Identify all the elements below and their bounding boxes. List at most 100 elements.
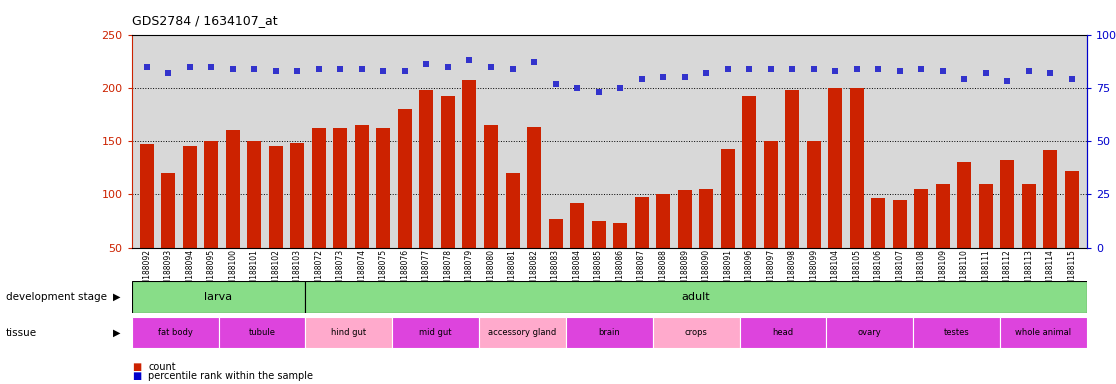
Text: mid gut: mid gut — [420, 328, 452, 337]
Point — [181, 63, 199, 70]
Bar — [306, 317, 392, 348]
Bar — [527, 127, 541, 248]
Point — [417, 61, 435, 68]
Point — [310, 66, 328, 72]
Bar — [1000, 317, 1087, 348]
Text: tissue: tissue — [6, 328, 37, 338]
Point — [955, 76, 973, 83]
Bar — [913, 317, 1000, 348]
Bar — [979, 184, 993, 248]
Point — [654, 74, 672, 80]
Bar — [132, 281, 306, 313]
Bar — [1065, 171, 1079, 248]
Bar — [376, 128, 391, 248]
Bar — [591, 221, 606, 248]
Point — [783, 66, 801, 72]
Text: percentile rank within the sample: percentile rank within the sample — [148, 371, 314, 381]
Point — [848, 66, 866, 72]
Bar — [420, 90, 433, 248]
Text: accessory gland: accessory gland — [489, 328, 557, 337]
Text: fat body: fat body — [157, 328, 193, 337]
Point — [202, 63, 220, 70]
Text: testes: testes — [944, 328, 970, 337]
Text: GDS2784 / 1634107_at: GDS2784 / 1634107_at — [132, 14, 277, 27]
Point — [1020, 68, 1038, 74]
Text: head: head — [772, 328, 793, 337]
Bar — [763, 141, 778, 248]
Bar — [742, 96, 757, 248]
Point — [461, 57, 479, 63]
Point — [589, 89, 607, 95]
Point — [439, 63, 456, 70]
Bar — [204, 141, 219, 248]
Bar — [269, 146, 282, 248]
Bar — [656, 194, 670, 248]
Point — [612, 85, 629, 91]
Text: crops: crops — [685, 328, 708, 337]
Point — [503, 66, 521, 72]
Point — [526, 59, 543, 65]
Bar — [786, 90, 799, 248]
Bar — [872, 198, 885, 248]
Point — [999, 78, 1017, 84]
Bar — [699, 189, 713, 248]
Text: ovary: ovary — [858, 328, 882, 337]
Point — [740, 66, 758, 72]
Point — [805, 66, 822, 72]
Bar — [183, 146, 196, 248]
Point — [547, 81, 565, 87]
Point — [633, 76, 651, 83]
Bar — [635, 197, 648, 248]
Point — [160, 70, 177, 76]
Text: development stage: development stage — [6, 292, 107, 302]
Text: count: count — [148, 362, 176, 372]
Point — [568, 85, 586, 91]
Bar — [334, 128, 347, 248]
Bar — [740, 317, 827, 348]
Point — [331, 66, 349, 72]
Point — [1041, 70, 1059, 76]
Bar — [248, 141, 261, 248]
Point — [869, 66, 887, 72]
Point — [224, 66, 242, 72]
Bar — [828, 88, 843, 248]
Point — [675, 74, 693, 80]
Bar — [1022, 184, 1036, 248]
Text: adult: adult — [682, 292, 711, 302]
Bar — [132, 317, 219, 348]
Bar — [392, 317, 479, 348]
Bar — [140, 144, 154, 248]
Bar — [398, 109, 412, 248]
Bar — [306, 281, 1087, 313]
Bar — [1043, 150, 1057, 248]
Point — [1064, 76, 1081, 83]
Bar — [613, 223, 627, 248]
Bar — [677, 190, 692, 248]
Bar — [225, 131, 240, 248]
Point — [375, 68, 393, 74]
Text: ▶: ▶ — [113, 292, 121, 302]
Bar — [462, 80, 477, 248]
Point — [913, 66, 931, 72]
Text: brain: brain — [598, 328, 620, 337]
Bar — [441, 96, 455, 248]
Bar — [914, 189, 929, 248]
Point — [482, 63, 500, 70]
Point — [891, 68, 908, 74]
Bar — [506, 173, 520, 248]
Point — [762, 66, 780, 72]
Point — [137, 63, 155, 70]
Bar — [549, 219, 562, 248]
Bar — [893, 200, 907, 248]
Bar — [958, 162, 971, 248]
Bar — [479, 317, 566, 348]
Bar — [290, 143, 305, 248]
Bar — [484, 125, 498, 248]
Text: tubule: tubule — [249, 328, 276, 337]
Bar — [807, 141, 820, 248]
Bar — [162, 173, 175, 248]
Point — [719, 66, 737, 72]
Point — [698, 70, 715, 76]
Bar — [721, 149, 734, 248]
Bar — [849, 88, 864, 248]
